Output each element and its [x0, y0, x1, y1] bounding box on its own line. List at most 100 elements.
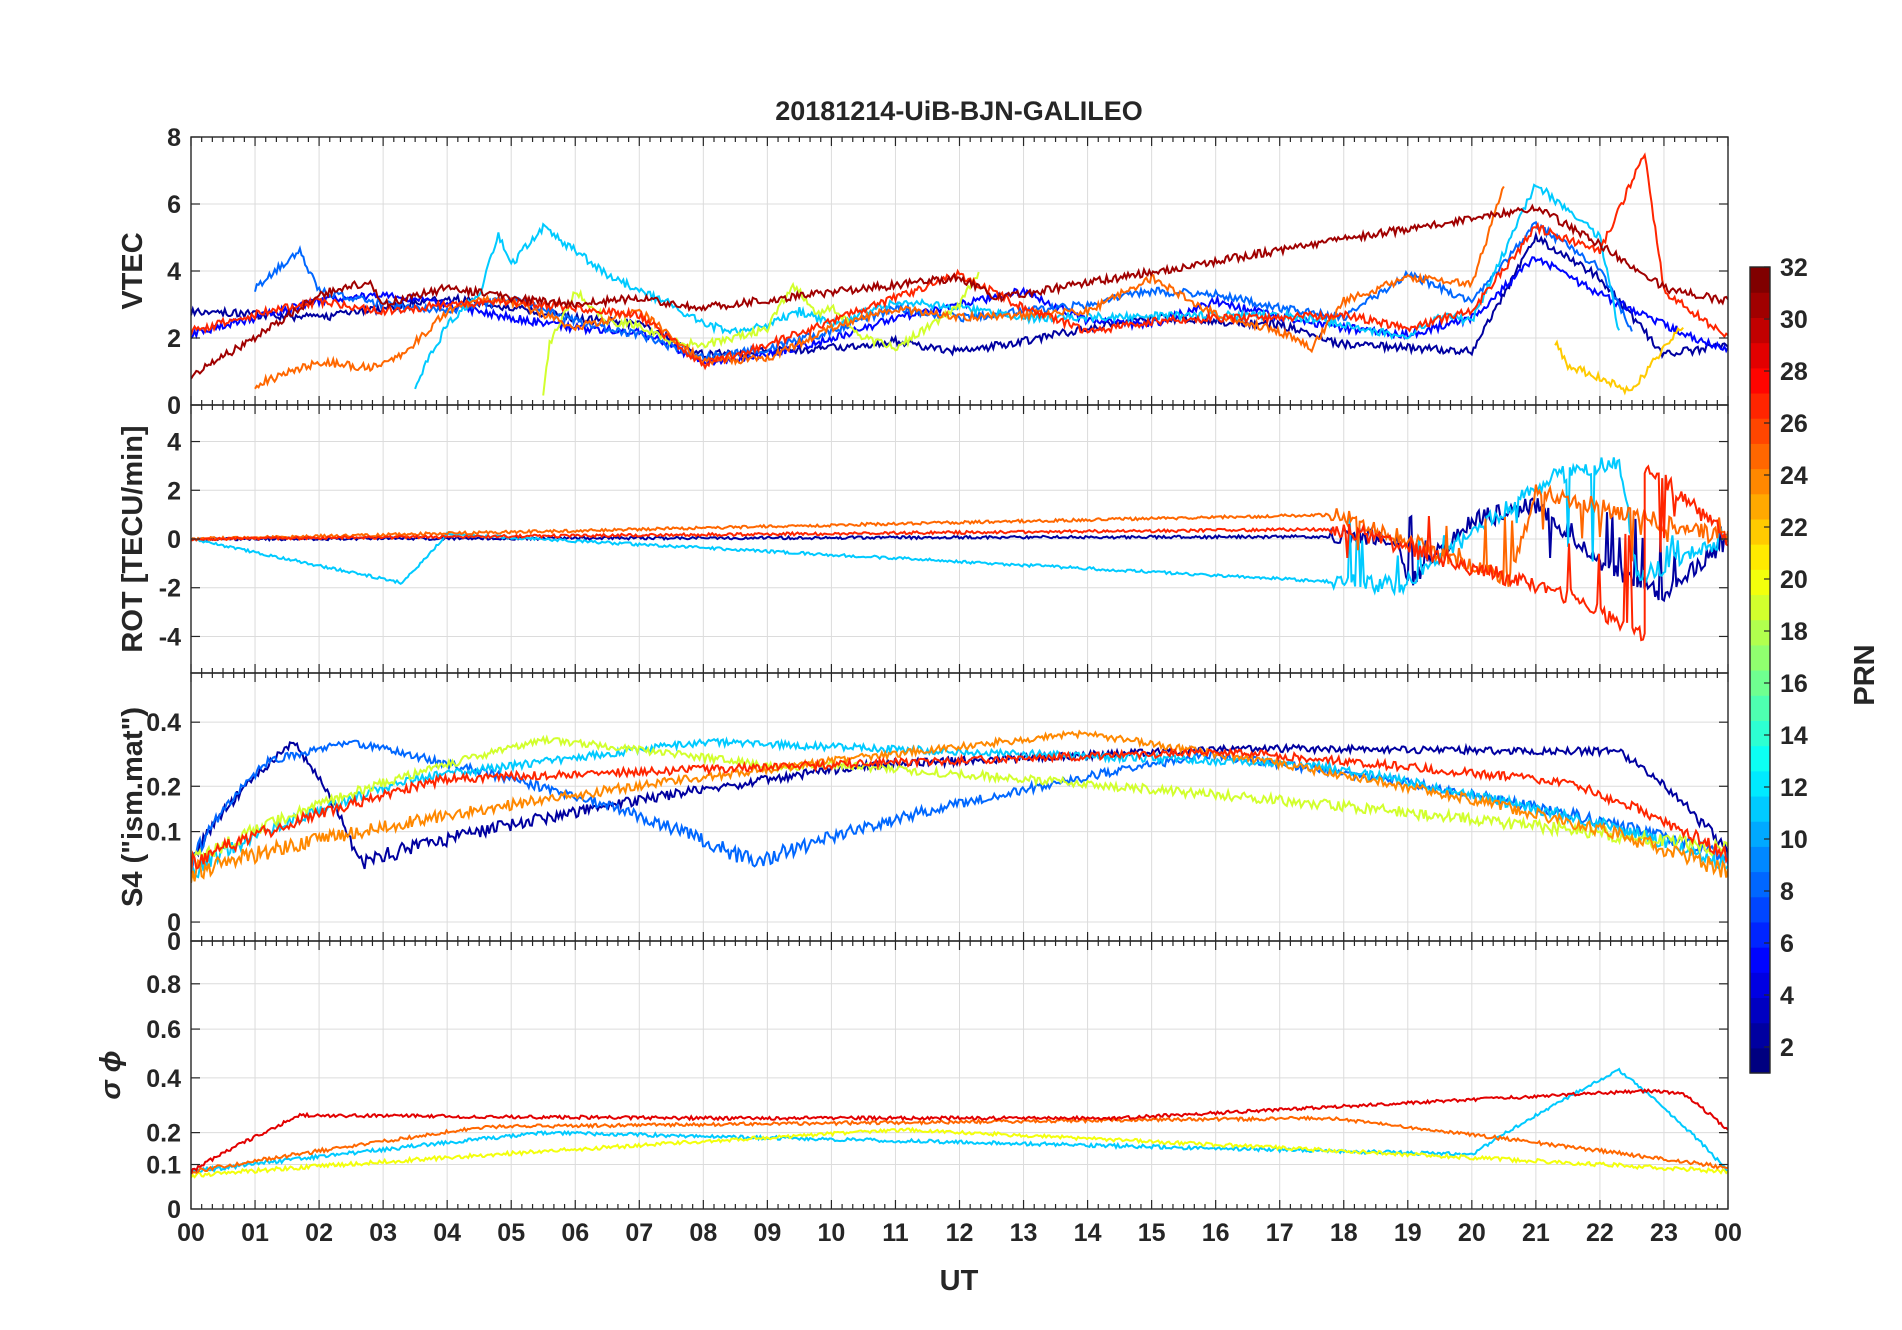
colorbar-swatch [1750, 518, 1770, 545]
y-tick-label: 0.2 [146, 1120, 181, 1148]
colorbar-swatch [1750, 695, 1770, 721]
panel-4: 0 0.1 0.2 0.4 0.6 0.8 σ ϕ [95, 940, 1729, 1224]
colorbar-swatch [1750, 418, 1770, 444]
y-tick-label: -2 [159, 575, 181, 603]
series-line-prn-2 [191, 497, 1728, 603]
colorbar-swatch [1750, 896, 1770, 923]
colorbar-swatch [1750, 997, 1770, 1024]
series-line-prn-27 [191, 152, 1728, 371]
y-tick-label: 0.4 [146, 1065, 181, 1093]
series-line-prn-27 [191, 464, 1728, 642]
colorbar-label: PRN [1849, 644, 1881, 705]
colorbar-tick-label: 6 [1780, 930, 1794, 958]
x-tick-label: 05 [497, 1219, 525, 1247]
colorbar-swatch [1750, 947, 1770, 973]
series-group [191, 1067, 1728, 1179]
series-line-prn-2 [191, 230, 1728, 361]
series-line-prn-11 [191, 1067, 1728, 1175]
x-tick-label: 08 [689, 1219, 717, 1247]
colorbar-swatch [1750, 493, 1770, 520]
x-tick-label: 03 [369, 1219, 397, 1247]
x-tick-label: 02 [305, 1219, 333, 1247]
colorbar-tick-label: 8 [1780, 878, 1794, 906]
colorbar-swatch [1750, 317, 1770, 344]
x-tick-label: 15 [1138, 1219, 1166, 1247]
colorbar-tick-label: 16 [1780, 670, 1808, 698]
series-line-prn-31 [191, 203, 1728, 380]
colorbar-swatch [1750, 1022, 1770, 1049]
series-line-prn-24 [191, 729, 1728, 883]
colorbar-frame [1749, 266, 1771, 1074]
chart-title: 20181214-UiB-BJN-GALILEO [775, 96, 1143, 126]
colorbar-swatch [1750, 821, 1770, 847]
colorbar-tick-label: 24 [1780, 462, 1808, 490]
series-line-prn-19 [191, 734, 1728, 874]
x-tick-label: 07 [625, 1219, 653, 1247]
y-tick-label: 0.2 [146, 773, 181, 801]
x-tick-label: 13 [1010, 1219, 1038, 1247]
y-tick-label: 0.1 [146, 819, 181, 847]
colorbar-swatch [1750, 921, 1770, 948]
colorbar-swatch [1750, 846, 1770, 873]
colorbar-swatch [1750, 569, 1770, 596]
y-tick-label: 0 [167, 526, 181, 554]
x-tick-label: 00 [177, 1219, 205, 1247]
series-line-prn-29 [191, 1088, 1728, 1175]
colorbar-swatch [1750, 443, 1770, 470]
colorbar-swatch [1750, 267, 1770, 293]
colorbar-swatch [1750, 619, 1770, 646]
y-axis-label: σ ϕ [95, 1050, 127, 1099]
colorbar-swatch [1750, 795, 1770, 822]
y-tick-label: 2 [167, 325, 181, 353]
series-group [191, 729, 1728, 884]
colorbar-swatch [1750, 594, 1770, 621]
colorbar-swatch [1750, 342, 1770, 369]
y-tick-label: 6 [167, 191, 181, 219]
y-axis-label: S4 ("ism.mat") [117, 707, 149, 907]
series-group [191, 152, 1728, 396]
grid [190, 673, 1729, 942]
colorbar-swatch [1750, 544, 1770, 570]
x-tick-label: 12 [946, 1219, 974, 1247]
colorbar-swatch [1750, 745, 1770, 772]
series-line-prn-22 [1554, 326, 1684, 396]
colorbar-tick-label: 30 [1780, 306, 1808, 334]
colorbar-tick-label: 12 [1780, 774, 1808, 802]
y-tick-label: 0 [167, 928, 181, 956]
colorbar-tick-label: 22 [1780, 514, 1808, 542]
y-tick-label: 0 [167, 392, 181, 420]
y-tick-label: -4 [159, 623, 181, 651]
y-tick-label: 4 [167, 429, 181, 457]
x-tick-label: 01 [241, 1219, 269, 1247]
x-tick-label: 10 [818, 1219, 846, 1247]
x-tick-label: 22 [1586, 1219, 1614, 1247]
panel-2: -4 -2 0 2 4 ROT [TECU/min] [117, 404, 1729, 674]
x-tick-label: 09 [753, 1219, 781, 1247]
x-tick-label: 18 [1330, 1219, 1358, 1247]
x-tick-label: 20 [1458, 1219, 1486, 1247]
x-axis-label: UT [940, 1265, 979, 1297]
series-line-prn-11 [414, 183, 1620, 390]
y-tick-label: 0 [167, 1196, 181, 1224]
colorbar-tick-label: 14 [1780, 722, 1808, 750]
x-tick-label: 21 [1522, 1219, 1550, 1247]
series-line-prn-19 [542, 271, 980, 396]
y-tick-label: 0 [167, 909, 181, 937]
x-tick-label: 00 [1714, 1219, 1742, 1247]
colorbar-swatch [1750, 468, 1770, 495]
y-tick-label: 2 [167, 477, 181, 505]
x-tick-label: 14 [1074, 1219, 1102, 1247]
y-tick-label: 8 [167, 124, 181, 152]
colorbar-tick-label: 28 [1780, 358, 1808, 386]
colorbar-swatch [1750, 871, 1770, 898]
y-axis-label: VTEC [117, 232, 149, 309]
series-line-prn-27 [191, 746, 1728, 874]
panel-3: 00 0.1 0.2 0.4S4 ("ism.mat") [117, 672, 1729, 956]
x-tick-label: 17 [1266, 1219, 1294, 1247]
colorbar-swatch [1750, 720, 1770, 747]
colorbar-swatch [1750, 392, 1770, 419]
x-tick-label: 04 [433, 1219, 461, 1247]
